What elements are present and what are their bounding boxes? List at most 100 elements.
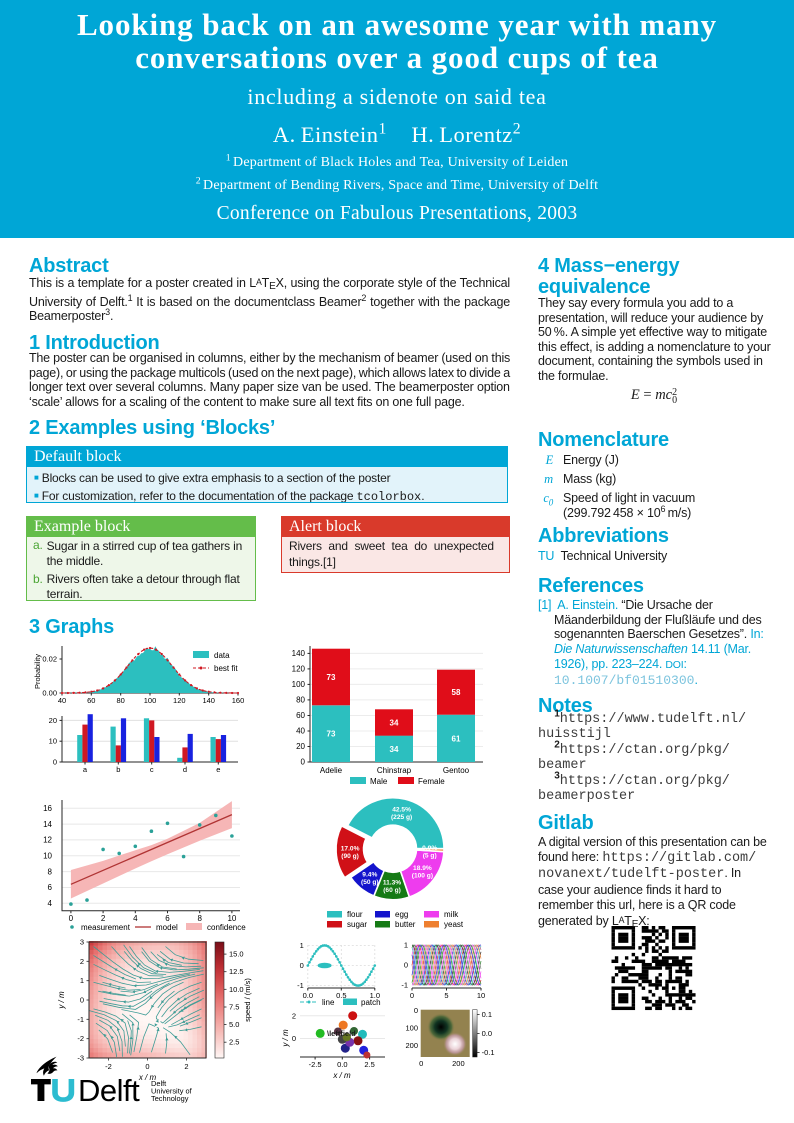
svg-text:line: line — [322, 998, 335, 1007]
svg-text:best fit: best fit — [214, 664, 238, 673]
svg-text:4: 4 — [48, 899, 53, 908]
svg-text:15.0: 15.0 — [229, 950, 244, 959]
svg-text:40: 40 — [58, 696, 66, 705]
svg-text:Technology: Technology — [151, 1094, 189, 1103]
svg-text:butter: butter — [395, 920, 416, 929]
svg-text:140: 140 — [202, 696, 215, 705]
svg-text:e: e — [216, 765, 220, 774]
svg-text:0: 0 — [53, 758, 57, 767]
svg-text:58: 58 — [452, 688, 461, 697]
svg-text:3: 3 — [80, 938, 84, 947]
svg-text:Gentoo: Gentoo — [443, 766, 470, 775]
svg-text:-0.1: -0.1 — [482, 1048, 495, 1057]
svg-text:c: c — [150, 765, 154, 774]
svg-text:0: 0 — [69, 914, 74, 923]
svg-text:(5 g): (5 g) — [423, 852, 437, 859]
svg-text:egg: egg — [395, 910, 408, 919]
svg-text:4: 4 — [133, 914, 138, 923]
svg-text:11.3%: 11.3% — [383, 880, 401, 887]
svg-text:80: 80 — [296, 696, 305, 705]
svg-text:0: 0 — [300, 961, 304, 970]
svg-text:2: 2 — [292, 1011, 296, 1020]
svg-text:confidence: confidence — [207, 923, 246, 932]
svg-text:34: 34 — [390, 718, 399, 727]
svg-text:y / m: y / m — [281, 1029, 290, 1048]
svg-text:140: 140 — [292, 649, 306, 658]
svg-text:1: 1 — [404, 941, 408, 950]
svg-text:200: 200 — [452, 1059, 465, 1068]
svg-text:\leftfield: \leftfield — [327, 1029, 356, 1038]
svg-text:Probability: Probability — [33, 654, 42, 689]
svg-text:2.5: 2.5 — [364, 1060, 374, 1069]
svg-text:20: 20 — [49, 716, 57, 725]
svg-text:Male: Male — [370, 777, 388, 786]
svg-text:x / m: x / m — [332, 1071, 351, 1080]
svg-text:5: 5 — [444, 991, 448, 1000]
svg-text:(225 g): (225 g) — [391, 814, 412, 821]
svg-text:0.1: 0.1 — [482, 1010, 492, 1019]
svg-text:-2: -2 — [105, 1062, 112, 1071]
svg-text:Chinstrap: Chinstrap — [377, 766, 412, 775]
svg-text:20: 20 — [296, 742, 305, 751]
svg-text:100: 100 — [144, 696, 157, 705]
svg-text:d: d — [183, 765, 187, 774]
svg-text:6: 6 — [48, 883, 53, 892]
svg-text:80: 80 — [117, 696, 125, 705]
svg-text:0.0: 0.0 — [482, 1029, 492, 1038]
svg-text:-2: -2 — [77, 1034, 84, 1043]
svg-text:18.9%: 18.9% — [413, 865, 432, 872]
svg-text:100: 100 — [405, 1023, 418, 1032]
svg-text:(90 g): (90 g) — [341, 853, 359, 860]
svg-text:0: 0 — [404, 961, 408, 970]
svg-text:17.0%: 17.0% — [341, 845, 360, 852]
svg-text:(60 g): (60 g) — [383, 887, 401, 894]
svg-text:7.5: 7.5 — [229, 1003, 239, 1012]
svg-text:120: 120 — [292, 665, 306, 674]
svg-text:73: 73 — [327, 673, 336, 682]
svg-text:12: 12 — [43, 836, 52, 845]
svg-text:160: 160 — [232, 696, 245, 705]
svg-text:flour: flour — [347, 910, 363, 919]
svg-text:5.0: 5.0 — [229, 1020, 239, 1029]
svg-text:120: 120 — [173, 696, 186, 705]
svg-text:0.0: 0.0 — [337, 1060, 347, 1069]
svg-text:61: 61 — [452, 734, 461, 743]
svg-text:0: 0 — [145, 1062, 149, 1071]
svg-text:10: 10 — [49, 737, 57, 746]
svg-text:a: a — [83, 765, 88, 774]
svg-text:speed / (m/s): speed / (m/s) — [243, 978, 252, 1022]
svg-text:42.5%: 42.5% — [392, 807, 411, 814]
svg-text:Delft: Delft — [78, 1073, 140, 1108]
svg-text:-1: -1 — [77, 1015, 84, 1024]
svg-text:1: 1 — [300, 941, 304, 950]
svg-text:-2.5: -2.5 — [309, 1060, 322, 1069]
svg-text:40: 40 — [296, 727, 305, 736]
svg-text:73: 73 — [327, 730, 336, 739]
svg-text:0.02: 0.02 — [42, 655, 57, 664]
svg-text:(50 g): (50 g) — [361, 879, 379, 886]
svg-text:9.4%: 9.4% — [362, 872, 377, 879]
svg-text:model: model — [156, 923, 178, 932]
svg-text:milk: milk — [444, 910, 459, 919]
svg-text:0.9%: 0.9% — [422, 845, 437, 852]
svg-text:b: b — [116, 765, 120, 774]
svg-text:-3: -3 — [77, 1054, 84, 1063]
svg-text:16: 16 — [43, 804, 52, 813]
svg-text:60: 60 — [296, 711, 305, 720]
svg-text:10: 10 — [43, 852, 52, 861]
svg-text:sugar: sugar — [347, 920, 367, 929]
svg-text:-1: -1 — [401, 981, 408, 990]
svg-text:2: 2 — [184, 1062, 188, 1071]
svg-text:2.5: 2.5 — [229, 1038, 239, 1047]
svg-text:34: 34 — [390, 745, 399, 754]
svg-text:Delft: Delft — [151, 1079, 166, 1088]
svg-text:8: 8 — [197, 914, 202, 923]
svg-text:2: 2 — [101, 914, 106, 923]
svg-text:200: 200 — [405, 1041, 418, 1050]
svg-text:1: 1 — [80, 976, 84, 985]
svg-text:12.5: 12.5 — [229, 967, 244, 976]
svg-text:0: 0 — [292, 1034, 296, 1043]
svg-text:10: 10 — [477, 991, 485, 1000]
svg-text:Adelie: Adelie — [320, 766, 343, 775]
svg-text:Female: Female — [418, 777, 445, 786]
